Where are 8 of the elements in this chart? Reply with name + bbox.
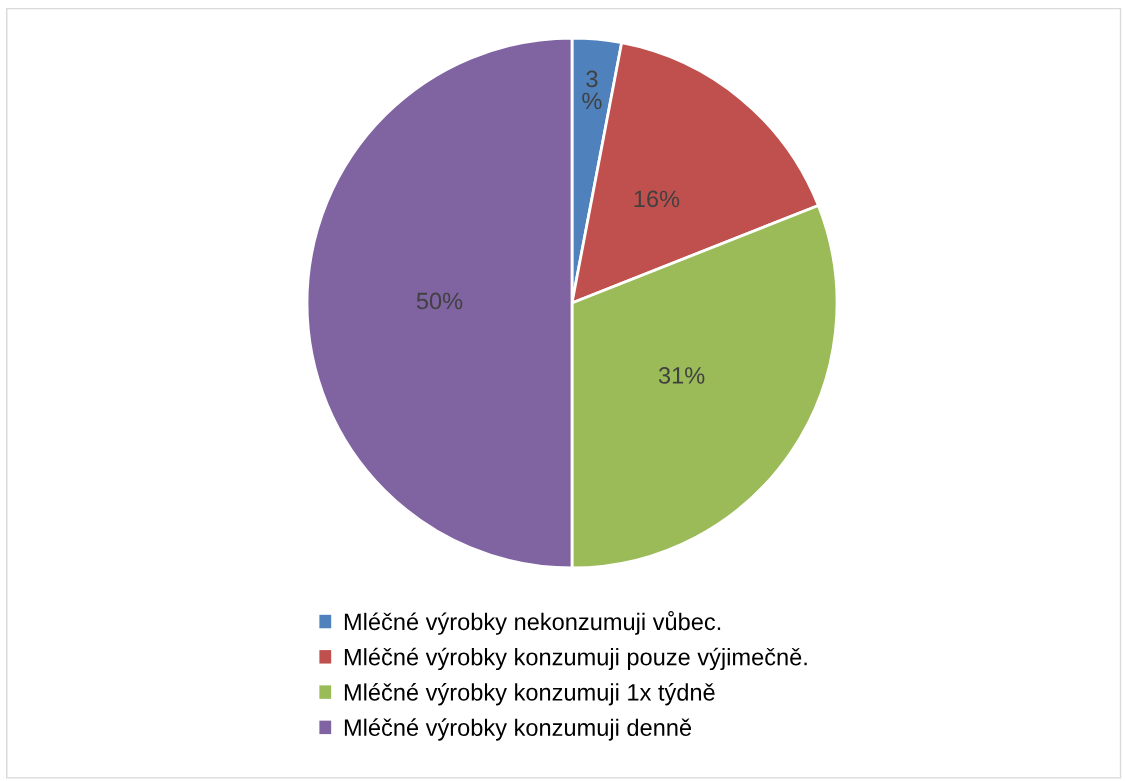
legend-label: Mléčné výrobky konzumuji denně	[344, 718, 692, 741]
legend-label: Mléčné výrobky konzumuji 1x týdně	[344, 683, 715, 706]
data-label: 31%	[658, 367, 705, 384]
data-label: 16%	[634, 190, 680, 208]
legend-label: Mléčné výrobky nekonzumuji vůbec.	[344, 610, 721, 635]
legend-label: Mléčné výrobky konzumuji pouze výjimečně.	[344, 647, 807, 671]
data-label: 50%	[416, 292, 463, 310]
data-label: 3%	[582, 70, 602, 110]
